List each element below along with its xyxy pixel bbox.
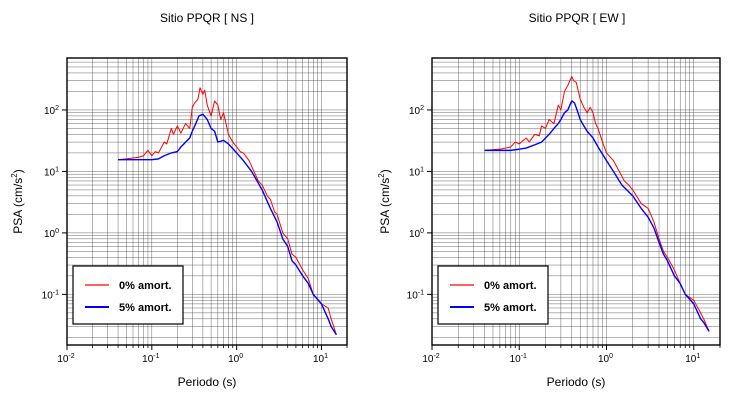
series-line-undamped-ns: [118, 87, 337, 335]
x-tick-label-ew: 100: [598, 353, 613, 365]
y-tick-label-ew: 101: [409, 166, 424, 178]
y-tick-label-ew: 102: [409, 105, 424, 117]
y-axis-label-ns: PSA (cm/s2): [10, 169, 25, 233]
legend-label-ew: 0% amort.: [484, 280, 537, 292]
y-tick-label-ew: 10-1: [407, 289, 424, 301]
series-line-damped-ns: [118, 113, 337, 336]
legend-ew: 0% amort. 5% amort.: [437, 265, 549, 325]
x-tick-label-ns: 100: [228, 353, 243, 365]
plot-frame-ew: [431, 57, 721, 346]
series-line-undamped-ew: [484, 76, 710, 332]
panel-ew: Sitio PPQR [ EW ] 10-2 10-1 100 10110-11001…: [377, 11, 721, 389]
legend-label-ns: 0% amort.: [119, 280, 172, 292]
legend-box-ew: [437, 265, 549, 325]
y-tick-label-ns: 10-1: [42, 289, 59, 301]
legend-label-ew: 5% amort.: [484, 302, 537, 314]
legend-ns: 0% amort. 5% amort.: [72, 265, 184, 325]
legend-box-ns: [72, 265, 184, 325]
chart-title-ew: Sitio PPQR [ EW ]: [529, 11, 626, 25]
x-tick-label-ns: 10-1: [142, 353, 159, 365]
plot-ew: 10-2 10-1 100 101 10-1 100 101 102 Periodo (s) PS…: [377, 57, 721, 389]
y-tick-label-ns: 102: [44, 105, 59, 117]
series-line-damped-ew: [484, 100, 710, 332]
x-axis-label-ew: Periodo (s): [547, 375, 606, 389]
y-tick-label-ew: 100: [409, 228, 424, 240]
y-axis-label-ew: PSA (cm/s2): [377, 169, 392, 233]
y-tick-label-ns: 100: [44, 228, 59, 240]
legend-label-ns: 5% amort.: [119, 302, 172, 314]
x-tick-label-ew: 10-1: [510, 353, 527, 365]
chart-title-ns: Sitio PPQR [ NS ]: [160, 11, 254, 25]
x-tick-label-ew: 101: [685, 353, 700, 365]
x-tick-label-ns: 101: [313, 353, 328, 365]
y-tick-label-ns: 101: [44, 166, 59, 178]
x-tick-label-ew: 10-2: [422, 353, 439, 365]
plot-ns: 10-2 10-1 100 101 10-1 100 101 102 Periodo (s) PS…: [10, 57, 348, 389]
x-axis-label-ns: Periodo (s): [178, 375, 237, 389]
panel-ns: Sitio PPQR [ NS ] 10-2 10-1 100 10110-11001…: [10, 11, 348, 389]
x-tick-label-ns: 10-2: [57, 353, 74, 365]
plot-frame-ns: [66, 57, 348, 346]
